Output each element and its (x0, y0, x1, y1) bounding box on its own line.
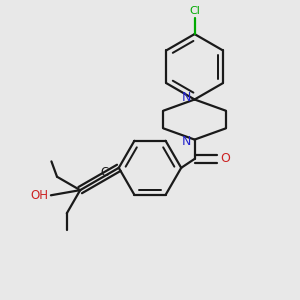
Text: C: C (101, 166, 109, 179)
Text: N: N (182, 92, 191, 104)
Text: N: N (182, 135, 191, 148)
Text: O: O (220, 152, 230, 165)
Text: Cl: Cl (189, 6, 200, 16)
Text: OH: OH (31, 189, 49, 202)
